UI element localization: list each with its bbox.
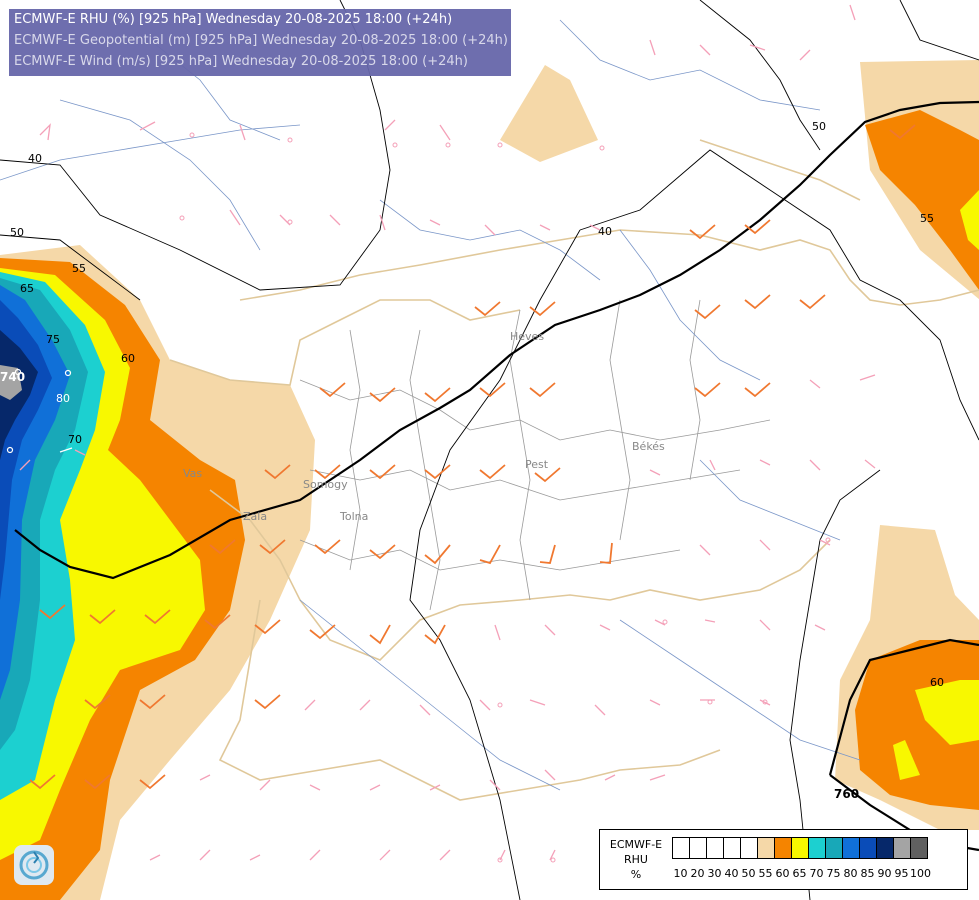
legend-tick-label: 20 (690, 867, 705, 880)
legend-tick-label: 10 (673, 867, 688, 880)
rivers (0, 19, 861, 791)
legend-variable: RHU (624, 853, 648, 866)
legend-swatch (910, 837, 928, 859)
contour-label: 55 (920, 212, 934, 225)
title-rhu: ECMWF-E RHU (%) [925 hPa] Wednesday 20-0… (14, 12, 453, 27)
legend-swatch (859, 837, 877, 859)
legend-swatch (842, 837, 860, 859)
legend-tick-label: 40 (724, 867, 739, 880)
legend-tick-label: 75 (826, 867, 841, 880)
swirl-icon (19, 850, 49, 880)
contour-label: 65 (20, 282, 34, 295)
legend-tick-label: 95 (894, 867, 909, 880)
legend-swatch (689, 837, 707, 859)
geopotential-label: 740 (0, 370, 26, 384)
legend-swatch (825, 837, 843, 859)
place-label-zala: Zala (243, 510, 268, 523)
legend-swatch (672, 837, 690, 859)
legend-title: ECMWF-E RHU % (604, 837, 668, 882)
legend-swatch (808, 837, 826, 859)
pink-stations (179, 132, 831, 863)
title-box: ECMWF-E RHU (%) [925 hPa] Wednesday 20-0… (9, 9, 511, 76)
rhu-fill-northeast (860, 60, 979, 300)
geopotential-label: 760 (834, 787, 860, 801)
legend-ticks: 10 20 30 40 50 55 60 65 70 75 80 85 90 95 100 (672, 867, 932, 880)
contour-label: 75 (46, 333, 60, 346)
contour-label: 60 (121, 352, 135, 365)
legend-tick-label: 60 (775, 867, 790, 880)
place-label-tolna: Tolna (340, 510, 369, 523)
wind-barbs (29, 124, 916, 790)
place-label-vas: Vas (183, 467, 203, 480)
white-stations (6, 368, 73, 454)
legend-swatch (893, 837, 911, 859)
contour-label: 40 (598, 225, 612, 238)
place-label-bekes: Békés (632, 440, 665, 453)
contour-label: 70 (68, 433, 82, 446)
legend-tick-label: 55 (758, 867, 773, 880)
title-wind: ECMWF-E Wind (m/s) [925 hPa] Wednesday 2… (14, 54, 468, 69)
legend: ECMWF-E RHU % 10 20 30 40 50 55 60 65 70 75 80 85 90… (599, 829, 968, 890)
legend-swatch (876, 837, 894, 859)
rhu-fill-southeast (835, 525, 979, 830)
legend-tick-label: 70 (809, 867, 824, 880)
title-geopotential: ECMWF-E Geopotential (m) [925 hPa] Wedne… (14, 33, 508, 48)
legend-tick-label: 65 (792, 867, 807, 880)
county-borders (299, 299, 771, 611)
contour-label: 50 (812, 120, 826, 133)
contour-label: 60 (930, 676, 944, 689)
contour-label: 40 (28, 152, 42, 165)
legend-tick-label: 85 (860, 867, 875, 880)
place-label-heves: Heves (510, 330, 545, 343)
contour-label: 80 (56, 392, 70, 405)
place-label-somogy: Somogy (303, 478, 348, 491)
legend-unit: % (630, 868, 642, 881)
legend-tick-label: 50 (741, 867, 756, 880)
place-label-pest: Pest (525, 458, 549, 471)
legend-tick-label: 30 (707, 867, 722, 880)
contour-label: 55 (72, 262, 86, 275)
legend-swatch (774, 837, 792, 859)
legend-swatch (706, 837, 724, 859)
logo-icon (14, 845, 54, 885)
legend-swatches (672, 837, 928, 859)
legend-tick-label: 80 (843, 867, 858, 880)
legend-swatch (740, 837, 758, 859)
legend-swatch (723, 837, 741, 859)
rhu-fill-north (500, 65, 598, 162)
contour-label: 50 (10, 226, 24, 239)
legend-model: ECMWF-E (609, 838, 663, 851)
legend-swatch (757, 837, 775, 859)
legend-tick-label: 90 (877, 867, 892, 880)
legend-tick-label: 100 (910, 867, 931, 880)
rhu-fill-west (0, 245, 315, 900)
legend-swatch (791, 837, 809, 859)
